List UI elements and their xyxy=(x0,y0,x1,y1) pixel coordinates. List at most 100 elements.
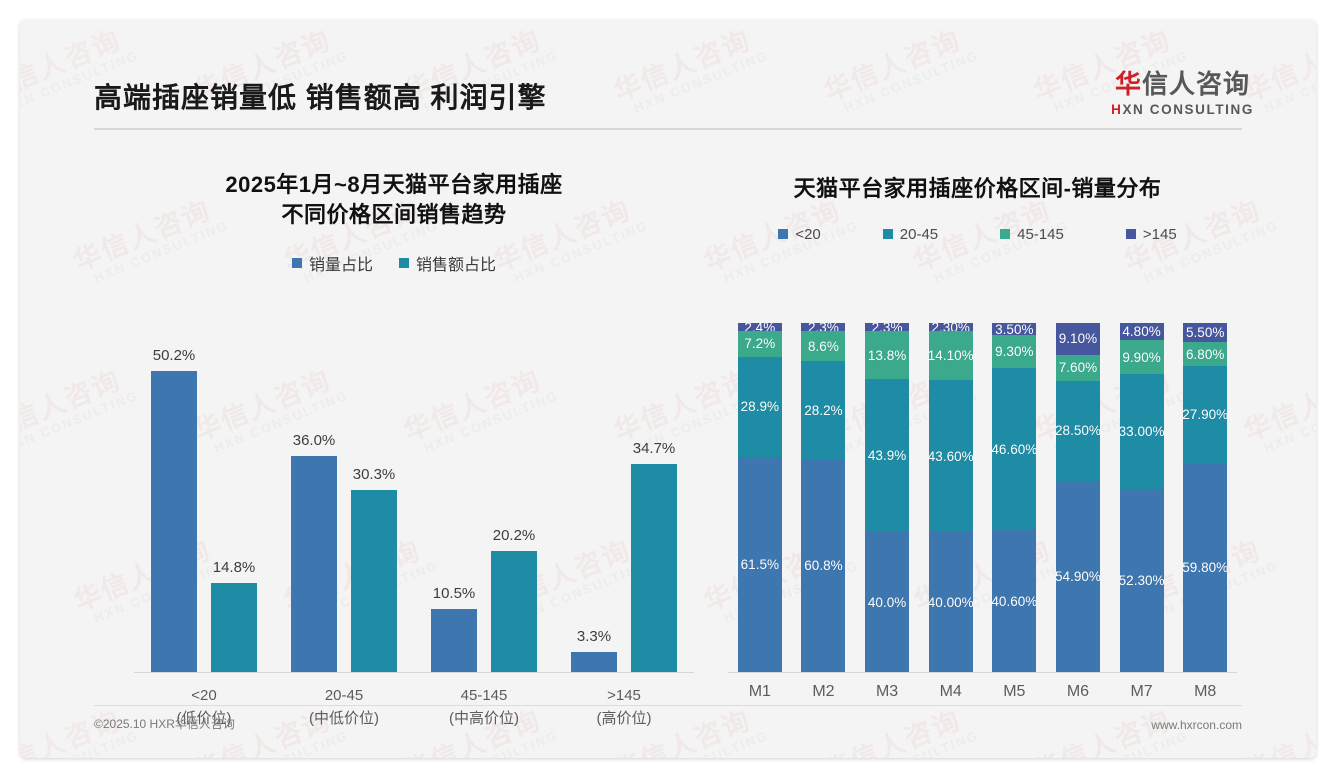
bar-fill xyxy=(431,609,477,672)
stack-segment-label: 43.9% xyxy=(867,448,907,464)
stack-segment-<20[interactable]: 61.5% xyxy=(737,457,782,672)
left-chart-legend: 销量占比 销售额占比 xyxy=(94,251,694,275)
stacked-bar-M4[interactable]: 2.30% 14.10% 43.60% 40.00% xyxy=(928,320,974,672)
legend-item-0[interactable]: <20 xyxy=(778,226,821,243)
stacked-bar-plot-area: 2.4% 7.2% 28.9% 61.5% 2.3% 8.6% 28.2% 60.8% 2.3%… xyxy=(728,320,1237,673)
stacked-bar-M1[interactable]: 2.4% 7.2% 28.9% 61.5% xyxy=(737,320,782,672)
right-chart-legend: <20 20-45 45-145 >145 xyxy=(710,226,1245,243)
bar-group-20-45: 36.0% 30.3% xyxy=(274,343,414,672)
bar-20-45-1[interactable]: 30.3% xyxy=(351,466,397,672)
bar-<20-1[interactable]: 14.8% xyxy=(211,559,257,672)
stack-segment-<20[interactable]: 52.30% xyxy=(1119,489,1164,672)
stack-segment-20-45[interactable]: 28.9% xyxy=(737,356,782,458)
x-axis-tick-20-45: 20-45 (中低价位) xyxy=(274,685,414,730)
stack-segment-45-145[interactable]: 9.90% xyxy=(1119,339,1164,375)
bar-20-45-0[interactable]: 36.0% xyxy=(291,432,337,672)
bar->145-0[interactable]: 3.3% xyxy=(571,628,617,672)
legend-label: 销售额占比 xyxy=(416,257,497,275)
legend-item-1[interactable]: 20-45 xyxy=(882,225,939,243)
page-title: 高端插座销量低 销售额高 利润引擎 xyxy=(94,82,547,113)
bar-fill xyxy=(631,463,677,672)
stack-segment-label: 2.3% xyxy=(808,319,839,335)
legend-label: 销量占比 xyxy=(308,257,373,275)
stack-segment-20-45[interactable]: 27.90% xyxy=(1182,365,1229,464)
legend-item-0[interactable]: 销量占比 xyxy=(291,251,373,275)
stack-segment-20-45[interactable]: 28.50% xyxy=(1055,381,1101,481)
stack-segment-20-45[interactable]: 46.60% xyxy=(991,367,1037,531)
stack-segment-<20[interactable]: 59.80% xyxy=(1182,463,1228,672)
stack-segment-20-45[interactable]: 33.00% xyxy=(1119,374,1164,490)
stack-segment-label: 27.90% xyxy=(1182,407,1229,423)
stack-segment-20-45[interactable]: 43.9% xyxy=(865,379,910,533)
stack-segment->145[interactable]: 5.50% xyxy=(1183,323,1228,343)
stack-segment-45-145[interactable]: 8.6% xyxy=(801,331,846,362)
stack-segment-label: 2.30% xyxy=(931,319,970,335)
logo-chinese: 华信人咨询 xyxy=(1111,70,1254,99)
stack-segment-label: 3.50% xyxy=(995,321,1034,337)
logo-english-rest: XN CONSULTING xyxy=(1122,101,1254,117)
x-axis-tick-<20: <20 (低价位) xyxy=(134,685,274,730)
stack-segment-20-45[interactable]: 43.60% xyxy=(928,380,974,533)
stack-segment-<20[interactable]: 40.00% xyxy=(928,532,974,672)
stack-segment->145[interactable]: 2.3% xyxy=(801,320,846,335)
stack-segment-45-145[interactable]: 7.2% xyxy=(737,331,782,357)
legend-label: >145 xyxy=(1142,225,1177,243)
x-axis-tick-M8: M8 xyxy=(1194,683,1217,700)
bar-group-<20: 50.2% 14.8% xyxy=(134,343,274,672)
stack-segment-label: 28.2% xyxy=(804,402,843,418)
stacked-bar-M3[interactable]: 2.3% 13.8% 43.9% 40.0% xyxy=(865,320,910,672)
stack-segment-45-145[interactable]: 7.60% xyxy=(1055,354,1100,382)
stack-segment-label: 54.90% xyxy=(1055,568,1101,584)
stack-segment-45-145[interactable]: 6.80% xyxy=(1183,342,1228,366)
bar-value-label: 50.2% xyxy=(152,346,196,364)
stacked-bar-M6[interactable]: 9.10% 7.60% 28.50% 54.90% xyxy=(1055,323,1101,672)
stacked-bar-M8[interactable]: 5.50% 6.80% 27.90% 59.80% xyxy=(1182,323,1229,672)
stacked-bar-M2[interactable]: 2.3% 8.6% 28.2% 60.8% xyxy=(801,320,846,672)
legend-item-1[interactable]: 销售额占比 xyxy=(399,251,496,275)
x-axis-tick-M5: M5 xyxy=(1003,683,1026,700)
legend-label: 20-45 xyxy=(899,225,939,243)
x-axis-tick-45-145: 45-145 (中高价位) xyxy=(414,685,554,730)
stack-segment->145[interactable]: 2.3% xyxy=(865,320,910,335)
bar-<20-0[interactable]: 50.2% xyxy=(151,347,197,672)
stacked-bar-M7[interactable]: 4.80% 9.90% 33.00% 52.30% xyxy=(1119,323,1164,672)
stack-segment->145[interactable]: 2.4% xyxy=(737,320,782,335)
stack-segment-label: 40.0% xyxy=(867,594,907,610)
stack-segment-label: 40.60% xyxy=(991,593,1038,609)
legend-item-3[interactable]: >145 xyxy=(1125,225,1177,243)
stack-segment-45-145[interactable]: 13.8% xyxy=(865,331,910,380)
stack-segment->145[interactable]: 3.50% xyxy=(992,321,1037,337)
x-axis-tick-sublabel: (中低价位) xyxy=(309,709,379,727)
bar->145-1[interactable]: 34.7% xyxy=(631,440,677,672)
stacked-bar-M5[interactable]: 3.50% 9.30% 46.60% 40.60% xyxy=(991,321,1038,672)
stack-segment-<20[interactable]: 60.8% xyxy=(801,459,846,672)
legend-swatch-icon xyxy=(291,258,302,269)
x-axis-tick-M1: M1 xyxy=(748,683,771,700)
x-axis-tick-sublabel: (低价位) xyxy=(176,709,232,727)
stack-segment-20-45[interactable]: 28.2% xyxy=(801,361,846,460)
bar-45-145-1[interactable]: 20.2% xyxy=(491,527,537,672)
stack-segment-label: 13.8% xyxy=(867,347,907,363)
left-chart-title-line2: 不同价格区间销售趋势 xyxy=(281,201,507,227)
stack-segment-45-145[interactable]: 14.10% xyxy=(928,331,974,381)
stack-segment-label: 9.10% xyxy=(1058,331,1098,347)
stack-segment-<20[interactable]: 54.90% xyxy=(1055,480,1101,672)
stack-segment->145[interactable]: 2.30% xyxy=(928,320,973,335)
x-axis-tick-sublabel: (中高价位) xyxy=(449,709,519,727)
right-chart-title-line1: 天猫平台家用插座价格区间-销量分布 xyxy=(793,176,1162,201)
stack-segment-<20[interactable]: 40.60% xyxy=(991,530,1038,672)
bar-45-145-0[interactable]: 10.5% xyxy=(431,585,477,672)
bar-value-label: 14.8% xyxy=(212,559,256,577)
legend-item-2[interactable]: 45-145 xyxy=(1000,226,1064,243)
footer-divider xyxy=(94,705,1242,706)
stack-segment-45-145[interactable]: 9.30% xyxy=(992,335,1037,368)
bar-value-label: 20.2% xyxy=(492,526,536,544)
logo-chinese-accent: 华 xyxy=(1115,69,1143,99)
stack-segment-label: 2.4% xyxy=(744,319,776,335)
slide-header: 高端插座销量低 销售额高 利润引擎 华信人咨询 HXN CONSULTING xyxy=(20,20,1316,130)
stack-segment->145[interactable]: 4.80% xyxy=(1119,323,1164,340)
stack-segment-label: 8.6% xyxy=(808,338,839,354)
stack-segment-<20[interactable]: 40.0% xyxy=(865,532,910,672)
stack-segment->145[interactable]: 9.10% xyxy=(1055,323,1100,355)
